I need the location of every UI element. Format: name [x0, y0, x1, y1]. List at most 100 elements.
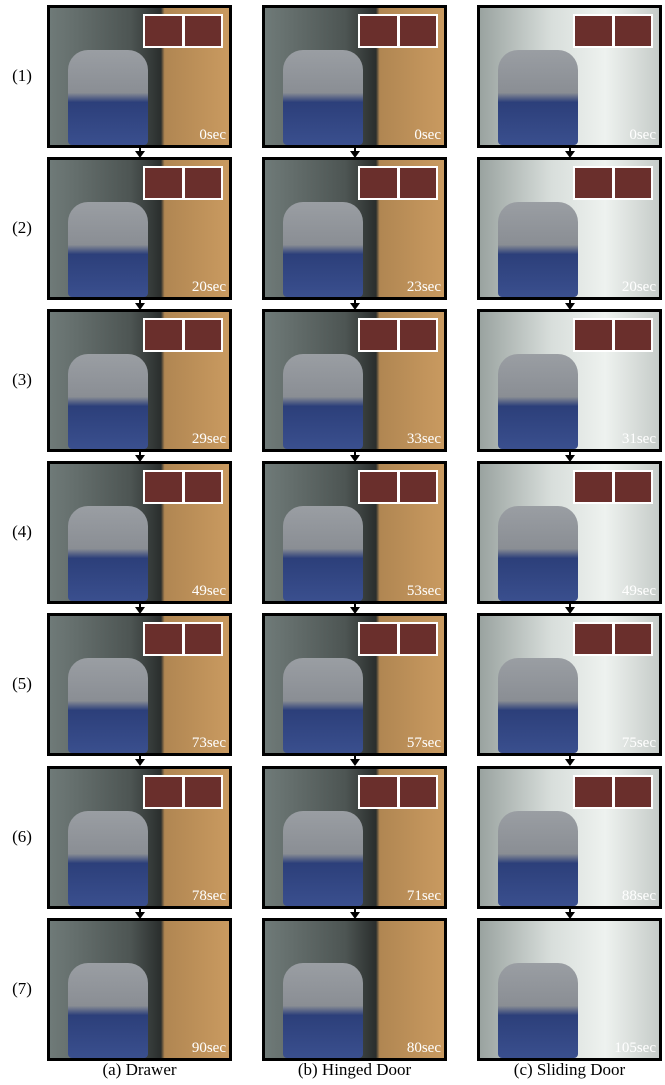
robot-image — [68, 202, 148, 297]
inset-right — [400, 16, 437, 46]
photo-panel: 20sec — [47, 157, 232, 300]
arrow-head — [350, 759, 360, 766]
robot-image — [68, 658, 148, 753]
camera-inset — [573, 166, 653, 200]
inset-left — [575, 320, 612, 350]
robot-image — [498, 506, 578, 601]
camera-inset — [573, 775, 653, 809]
time-label: 88sec — [622, 888, 656, 905]
photo-panel: 31sec — [477, 309, 662, 452]
photo-panel: 49sec — [477, 461, 662, 604]
column-caption: (c) Sliding Door — [477, 1060, 662, 1080]
figure: (1)0sec0sec0sec(2)20sec23sec20sec(3)29se… — [0, 0, 665, 1085]
photo-panel: 49sec — [47, 461, 232, 604]
inset-right — [400, 320, 437, 350]
inset-left — [145, 777, 182, 807]
time-label: 0sec — [629, 127, 656, 144]
robot-image — [498, 202, 578, 297]
inset-left — [575, 472, 612, 502]
row-label: (5) — [4, 674, 40, 694]
inset-right — [185, 320, 222, 350]
inset-right — [400, 472, 437, 502]
camera-inset — [358, 318, 438, 352]
inset-left — [360, 624, 397, 654]
row-label: (4) — [4, 522, 40, 542]
photo-panel: 0sec — [262, 5, 447, 148]
robot-image — [498, 963, 578, 1058]
inset-left — [145, 472, 182, 502]
robot-image — [68, 963, 148, 1058]
row-label: (2) — [4, 218, 40, 238]
inset-left — [145, 624, 182, 654]
photo-panel: 80sec — [262, 918, 447, 1061]
inset-right — [615, 168, 652, 198]
inset-right — [615, 777, 652, 807]
robot-image — [283, 658, 363, 753]
inset-left — [360, 16, 397, 46]
camera-inset — [143, 470, 223, 504]
row-label: (6) — [4, 827, 40, 847]
inset-left — [360, 168, 397, 198]
inset-right — [615, 624, 652, 654]
time-label: 90sec — [192, 1040, 226, 1057]
camera-inset — [573, 470, 653, 504]
photo-panel: 57sec — [262, 613, 447, 756]
inset-left — [575, 16, 612, 46]
time-label: 80sec — [407, 1040, 441, 1057]
inset-right — [185, 624, 222, 654]
robot-image — [68, 811, 148, 906]
time-label: 75sec — [622, 735, 656, 752]
photo-panel: 105sec — [477, 918, 662, 1061]
camera-inset — [143, 14, 223, 48]
robot-image — [68, 354, 148, 449]
robot-image — [283, 963, 363, 1058]
camera-inset — [358, 14, 438, 48]
arrow-head — [135, 759, 145, 766]
inset-right — [185, 16, 222, 46]
inset-left — [360, 777, 397, 807]
inset-left — [360, 472, 397, 502]
photo-panel: 53sec — [262, 461, 447, 604]
column-caption: (b) Hinged Door — [262, 1060, 447, 1080]
inset-left — [145, 168, 182, 198]
camera-inset — [358, 166, 438, 200]
camera-inset — [358, 470, 438, 504]
inset-right — [615, 16, 652, 46]
inset-right — [400, 168, 437, 198]
time-label: 20sec — [192, 279, 226, 296]
photo-panel: 23sec — [262, 157, 447, 300]
photo-panel: 88sec — [477, 766, 662, 909]
camera-inset — [143, 622, 223, 656]
robot-image — [283, 50, 363, 145]
time-label: 23sec — [407, 279, 441, 296]
inset-left — [145, 320, 182, 350]
camera-inset — [573, 318, 653, 352]
photo-panel: 71sec — [262, 766, 447, 909]
robot-image — [283, 811, 363, 906]
robot-image — [498, 354, 578, 449]
inset-left — [145, 16, 182, 46]
photo-panel: 73sec — [47, 613, 232, 756]
photo-panel: 0sec — [477, 5, 662, 148]
inset-left — [360, 320, 397, 350]
row-label: (1) — [4, 66, 40, 86]
photo-panel: 20sec — [477, 157, 662, 300]
time-label: 71sec — [407, 888, 441, 905]
photo-panel: 90sec — [47, 918, 232, 1061]
photo-panel: 33sec — [262, 309, 447, 452]
inset-left — [575, 168, 612, 198]
robot-image — [283, 506, 363, 601]
column-caption: (a) Drawer — [47, 1060, 232, 1080]
camera-inset — [358, 622, 438, 656]
inset-right — [185, 777, 222, 807]
time-label: 53sec — [407, 583, 441, 600]
time-label: 49sec — [622, 583, 656, 600]
photo-panel: 29sec — [47, 309, 232, 452]
time-label: 49sec — [192, 583, 226, 600]
row-label: (7) — [4, 979, 40, 999]
inset-right — [185, 472, 222, 502]
camera-inset — [143, 166, 223, 200]
time-label: 31sec — [622, 431, 656, 448]
inset-right — [400, 777, 437, 807]
robot-image — [283, 354, 363, 449]
